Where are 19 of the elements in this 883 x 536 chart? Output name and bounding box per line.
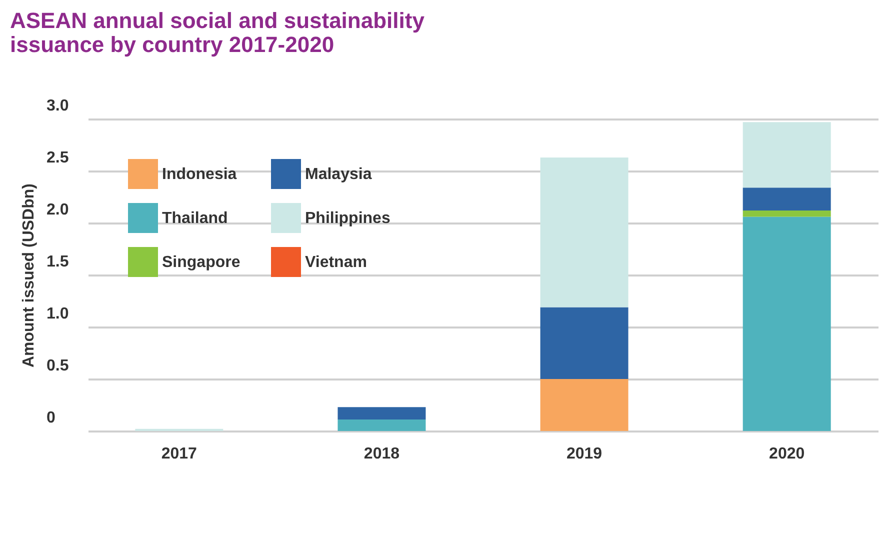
x-tick-label: 2020: [769, 446, 805, 462]
y-tick-label: 1.5: [46, 254, 69, 270]
y-tick-label: 0: [46, 410, 56, 426]
y-tick-label: 1.0: [46, 306, 69, 322]
legend-label: Indonesia: [162, 166, 237, 183]
legend-label: Philippines: [305, 210, 390, 227]
x-tick-label: 2017: [161, 446, 198, 462]
x-tick-label: 2018: [364, 446, 400, 462]
y-axis-title: Amount issued (USDbn): [20, 184, 38, 368]
legend-label: Vietnam: [305, 254, 367, 271]
legend-label: Singapore: [162, 254, 240, 271]
y-tick-label: 2.5: [46, 150, 69, 166]
legend-label: Thailand: [162, 210, 228, 227]
legend-label: Malaysia: [305, 166, 372, 183]
x-tick-label: 2019: [566, 446, 602, 462]
chart-title: ASEAN annual social and sustainability issuance by country 2017-2020: [10, 8, 426, 57]
y-tick-label: 3.0: [46, 98, 69, 114]
y-tick-label: 0.5: [46, 358, 69, 374]
y-tick-label: 2.0: [46, 202, 69, 218]
